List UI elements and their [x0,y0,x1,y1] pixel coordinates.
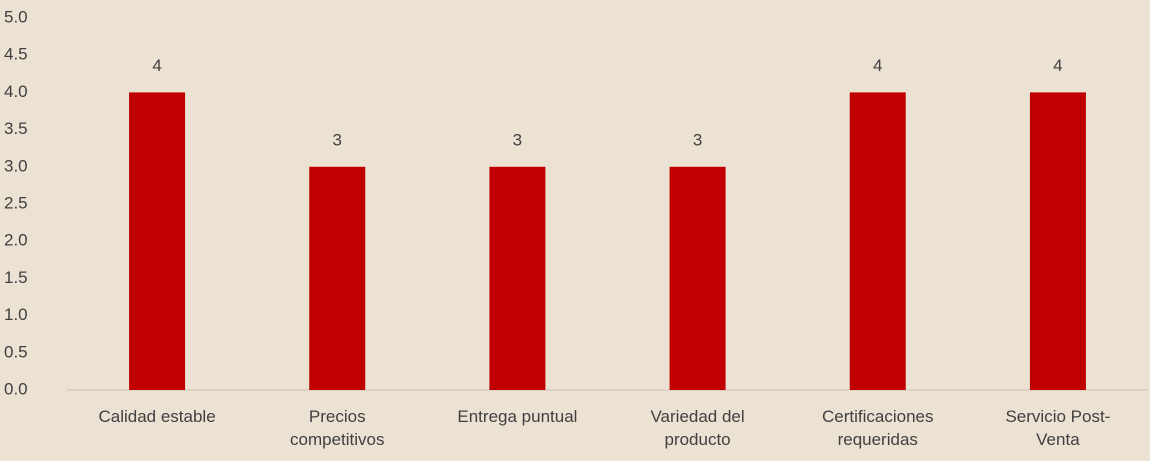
x-tick-label: Precios competitivos [290,407,384,449]
data-label: 4 [1053,56,1062,75]
data-label: 3 [513,130,522,149]
data-label: 3 [693,130,702,149]
y-tick-label: 2.0 [4,231,28,250]
x-tick-label: Variedad del producto [650,407,744,449]
y-tick-label: 3.5 [4,119,28,138]
y-tick-label: 3.0 [4,156,28,175]
y-tick-label: 1.0 [4,305,28,324]
y-tick-label: 5.0 [4,7,28,26]
bar [1029,92,1086,391]
data-label: 4 [152,56,161,75]
data-label: 4 [873,56,882,75]
y-tick-label: 4.0 [4,82,28,101]
data-label: 3 [333,130,342,149]
x-tick-label: Certificaciones requeridas [822,407,934,449]
y-tick-label: 1.5 [4,268,28,287]
y-tick-label: 2.5 [4,193,28,212]
x-tick-label: Servicio Post-Venta [1005,407,1110,449]
y-tick-label: 0.5 [4,342,28,361]
x-tick-label: Calidad estable [98,407,215,426]
y-tick-label: 4.5 [4,45,28,64]
bar [489,166,546,390]
bar [309,166,366,390]
x-tick-label: Entrega puntual [457,407,577,426]
y-tick-label: 0.0 [4,379,28,398]
bar [669,166,726,390]
bar [849,92,906,391]
bar [129,92,186,391]
